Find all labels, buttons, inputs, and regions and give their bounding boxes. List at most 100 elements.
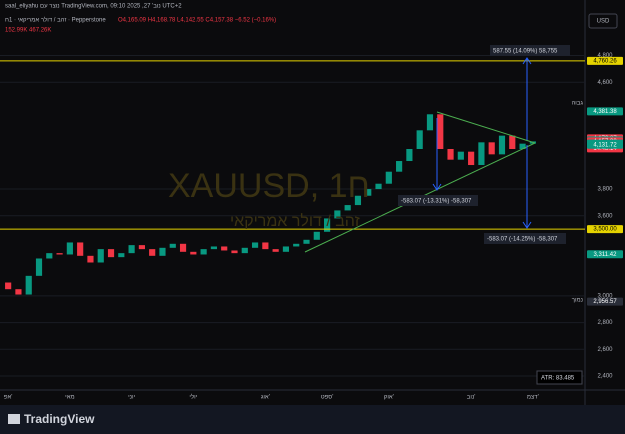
price-tag [587,107,623,116]
author-line: saal_eliyahu נוצר עם TradingView.com, נו… [5,4,182,10]
candle [293,243,300,247]
candle [488,142,495,155]
measure-down: -583.07 (-14.25%) -58,307 [487,237,558,243]
measure-down: -583.07 (-13.31%) -58,307 [401,199,472,205]
high-label: גבוה [572,101,584,107]
atr-label: ATR: 83.485 [541,376,575,382]
measure-box [490,45,570,56]
price-tag [587,56,623,65]
y-tick-label: 3,000 [597,293,613,299]
logo-icon [8,414,20,424]
ohlc-line: O4,165.09 H4,168.78 L4,142.55 C4,157.38 … [118,18,276,24]
candle [416,130,423,150]
candle [272,249,279,252]
x-tick-label: יולי [189,393,197,401]
candle [159,247,166,256]
atr-box [536,370,583,385]
candle [313,231,320,240]
candle [210,246,217,250]
y-tick-label: 2,800 [597,320,613,326]
price-tag-label: 4,760.26 [593,58,617,64]
candle [426,114,434,131]
y-tick-label: 2,600 [597,347,613,353]
measure-up: 587.55 (14.09%) 58,755 [493,49,558,55]
candle [138,245,145,250]
candle [282,246,290,252]
currency: USD [597,19,610,25]
price-tag [587,225,623,234]
x-tick-label: אוק' [384,395,394,401]
candle [396,161,403,172]
candle [324,218,331,232]
candle [478,142,485,166]
candle [303,239,310,244]
candle [406,149,413,162]
price-tag [587,297,623,306]
x-tick-label: נוב' [467,395,476,401]
footer-logo: TradingView [24,412,95,426]
candle [169,243,176,248]
x-tick-label: דצמ' [527,395,539,401]
measure-box [398,195,478,206]
x-tick-label: יוני [128,395,135,401]
candle [128,245,135,254]
x-tick-label: אוג' [261,395,270,401]
candle [509,135,516,150]
currency-box [588,13,618,29]
plot [0,55,585,377]
candle [149,249,156,256]
candle [251,242,259,248]
candle [77,242,84,256]
price-tag-label: 4,131.72 [593,142,617,148]
candle [241,247,248,254]
candle [344,205,351,211]
x-tick-label: מאי [65,395,74,401]
candle [5,282,12,290]
candle [190,251,197,255]
candle [457,151,464,160]
watermark: XAUUSD, 1ח [168,167,370,205]
y-tick-label: 4,600 [597,80,613,86]
candle [221,246,228,251]
y-tick-label: 3,600 [597,213,613,219]
measure-box [484,233,566,244]
candle [498,135,506,155]
y-tick-label: 2,400 [597,374,613,380]
price-tag-label: 3,311.42 [594,252,618,258]
candle [87,255,94,263]
candle [46,253,53,259]
symbol-line: זהב / דולר אמריקאי · 1ח · Pepperstone [5,16,106,24]
candle [519,143,526,150]
y-tick-label: 4,800 [597,53,613,59]
candle [437,114,444,150]
price-tag [587,250,623,259]
x-tick-label: אפ' [4,395,13,401]
candle [15,289,22,295]
candle [334,210,341,219]
candle [118,253,125,258]
candle [107,249,115,258]
candle [354,195,362,206]
candle [25,275,32,295]
price-tag-label: 3,500.00 [593,227,617,233]
volume-line: 152.99K 467.26K [5,28,51,34]
candle [375,183,382,190]
x-tick-label: ספט' [321,395,334,401]
candle [231,250,238,254]
footer-bar [0,405,625,434]
candle [66,242,73,255]
candle [179,243,187,252]
countdown: 14:48:14 [593,146,617,152]
candle [365,189,372,196]
candle [200,249,207,255]
candle [385,171,392,184]
low-label: נמוך [572,298,583,304]
price-tag-label: 4,381.38 [593,109,617,115]
candle [262,242,269,250]
candle [35,258,43,276]
candle [56,253,63,255]
price-tag [587,140,623,149]
